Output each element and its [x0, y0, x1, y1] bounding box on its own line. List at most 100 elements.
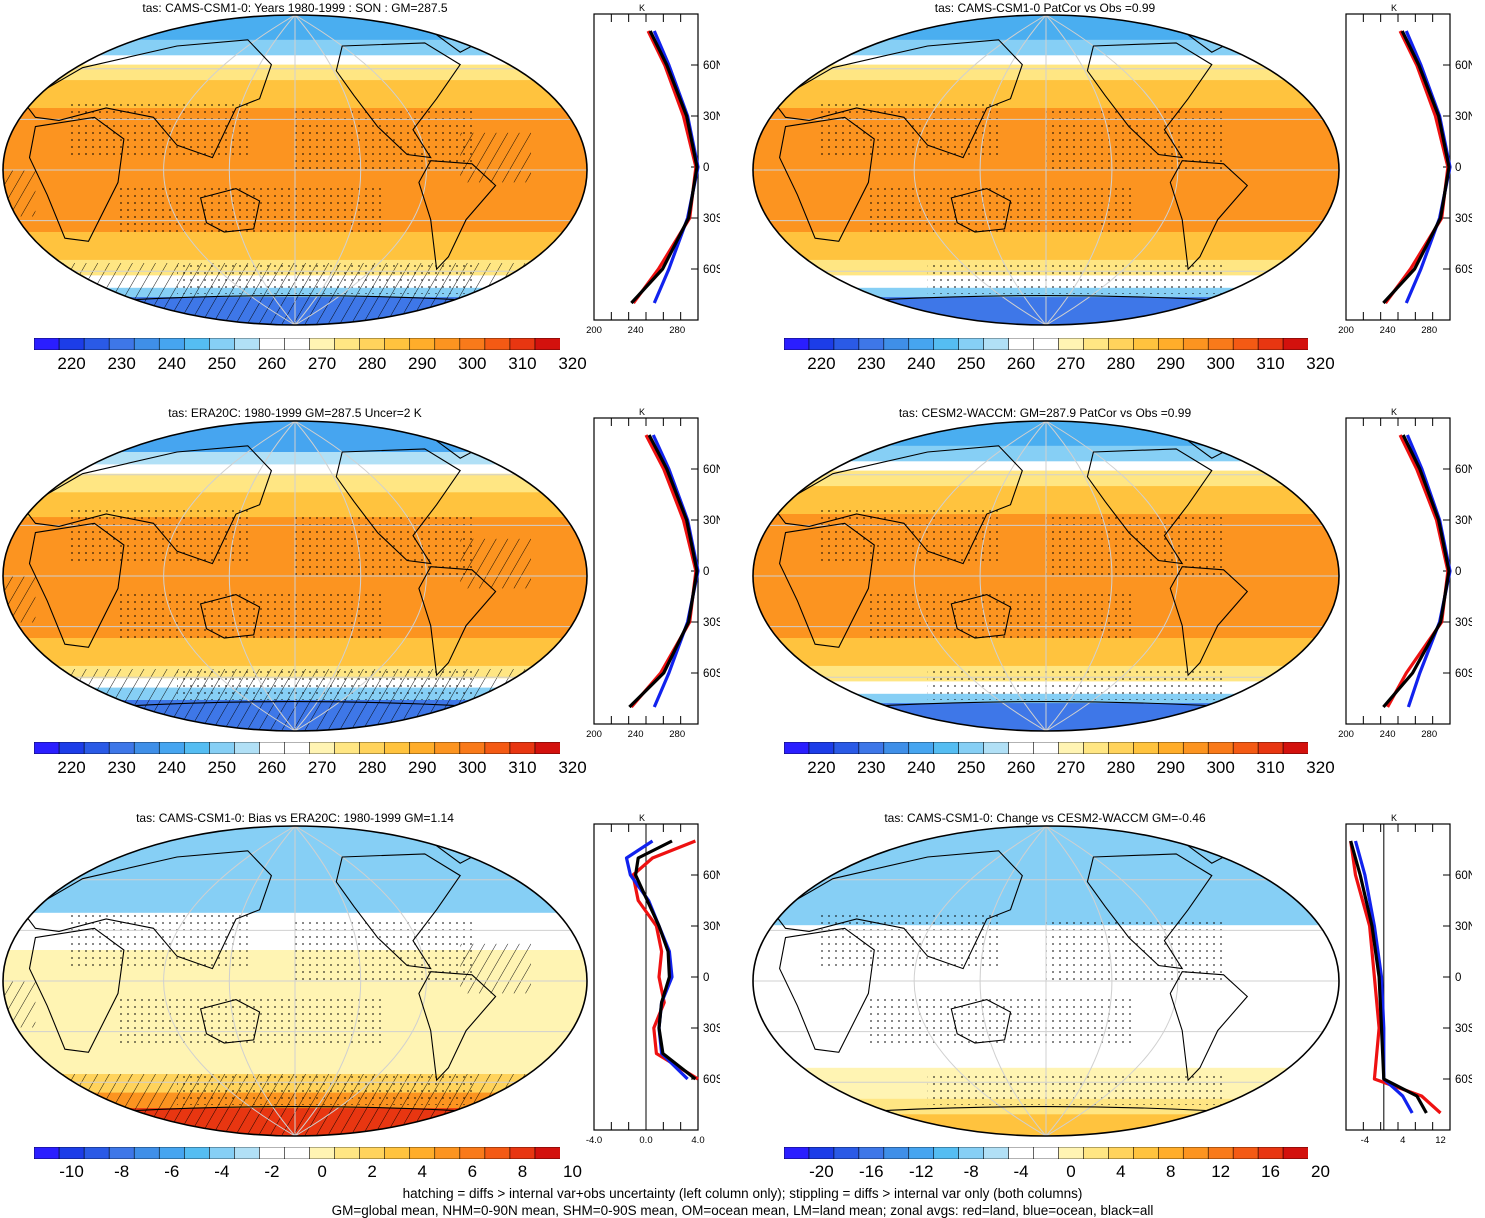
colorbar-cell [183, 742, 210, 754]
colorbar-label: 8 [1166, 1162, 1176, 1181]
colorbar-cell [933, 1147, 960, 1159]
hatching-region [3, 981, 36, 1028]
colorbar [34, 338, 560, 350]
colorbar-label: 240 [157, 354, 186, 373]
colorbar-labels: 220 230 240 250 260 270 280 290 300 310 … [34, 354, 586, 376]
colorbar-cell [183, 1147, 210, 1159]
colorbar-cell [434, 1147, 461, 1159]
coastline [199, 594, 261, 639]
profile-lat-label: 30N [1455, 515, 1472, 527]
colorbar-cell [1282, 1147, 1308, 1159]
stippling-region [927, 263, 1224, 294]
profile-lat-label: 0 [703, 972, 709, 984]
graticule-meridian [1045, 15, 1113, 325]
profile-lat-label: 30N [1455, 111, 1472, 123]
colorbar-cell [1182, 338, 1209, 350]
colorbar-label: 240 [907, 354, 936, 373]
colorbar-cell [1008, 1147, 1035, 1159]
colorbar-label: 250 [956, 758, 986, 777]
colorbar-label: 270 [307, 758, 337, 777]
profile-lat-label: 60S [703, 668, 720, 680]
profile-series-black [1382, 30, 1451, 305]
robinson-map [2, 825, 588, 1137]
panel-title: tas: CAMS-CSM1-0 PatCor vs Obs =0.99 [934, 1, 1156, 15]
panel-title: tas: CAMS-CSM1-0: Change vs CESM2-WACCM … [884, 811, 1206, 825]
colorbar-label: 220 [807, 758, 836, 777]
graticule-meridian [294, 826, 362, 1136]
stippling-region [927, 1074, 1224, 1105]
map-border [752, 420, 1340, 732]
colorbar-cell [434, 742, 461, 754]
colorbar-cell [108, 742, 135, 754]
colorbar-cell [459, 742, 486, 754]
profile-lat-label: 30S [1455, 617, 1472, 629]
colorbar-cell [108, 338, 135, 350]
colorbar-cell [334, 1147, 361, 1159]
colorbar-label: -20 [809, 1162, 834, 1181]
colorbar-label: 230 [107, 758, 136, 777]
colorbar-cell [1182, 742, 1209, 754]
profile-lat-label: 60S [1455, 264, 1472, 276]
colorbar-cell [1058, 742, 1085, 754]
colorbar-cell [409, 338, 436, 350]
colorbar-label: 260 [1006, 354, 1036, 373]
colorbar-cell [1232, 1147, 1259, 1159]
map-border [2, 825, 588, 1137]
colorbar-label: 290 [408, 354, 437, 373]
profile-unit-label: K [1391, 407, 1397, 417]
colorbar-cell [384, 1147, 411, 1159]
map-border [2, 420, 588, 732]
stippling-region [70, 507, 248, 564]
colorbar-cell [459, 338, 486, 350]
colorbar-cell [1058, 338, 1085, 350]
colorbar-cell [1257, 742, 1284, 754]
colorbar [784, 1147, 1308, 1159]
stippling-region [868, 996, 1135, 1043]
profile-x-tick-label: 200 [586, 729, 602, 740]
colorbar-cell [334, 338, 361, 350]
colorbar-label: 310 [508, 758, 537, 777]
colorbar-label: 12 [1211, 1162, 1231, 1181]
zonal-profile: K 200 240 280 60N 30N 0 30S 60S [1338, 3, 1472, 336]
graticule-meridian [913, 826, 1047, 1136]
colorbar-cell [83, 742, 110, 754]
colorbar-cell [158, 338, 185, 350]
colorbar-cell [509, 338, 536, 350]
robinson-map [2, 420, 588, 732]
colorbar-label: 270 [1056, 354, 1086, 373]
colorbar-cell [133, 1147, 160, 1159]
coastline [1086, 448, 1213, 565]
colorbar-cell [384, 338, 411, 350]
colorbar-cell [958, 338, 985, 350]
colorbar-cell [58, 338, 85, 350]
profile-x-tick-label: 280 [669, 729, 685, 740]
map-field [753, 421, 1339, 731]
colorbar-cell [384, 742, 411, 754]
colorbar-cell [133, 742, 160, 754]
zonal-profile: K -4.0 0.0 4.0 60N 30N 0 30S 60S [586, 813, 720, 1146]
stippling-region [295, 919, 472, 981]
profile-lat-label: 30S [1455, 213, 1472, 225]
profile-lat-label: 60S [703, 264, 720, 276]
profile-lat-label: 30N [703, 515, 720, 527]
stippling-region [70, 912, 248, 969]
colorbar-cell [484, 338, 511, 350]
colorbar-label: 230 [857, 354, 886, 373]
profile-series-blue [1353, 840, 1414, 1114]
coastline [335, 42, 461, 159]
graticule-meridian [163, 15, 296, 325]
colorbar-labels: 220 230 240 250 260 270 280 290 300 310 … [34, 758, 586, 780]
coastline [335, 448, 461, 565]
colorbar-labels: -20 -16 -12 -8 -4 0 4 8 12 16 20 [784, 1162, 1330, 1184]
colorbar-label: -16 [859, 1162, 884, 1181]
colorbar-cell [1182, 1147, 1209, 1159]
hatching-region [3, 170, 36, 217]
colorbar-cell [133, 338, 160, 350]
colorbar-cell [484, 742, 511, 754]
profile-frame [1345, 823, 1451, 1131]
colorbar-label: 310 [1256, 758, 1285, 777]
profile-frame [1345, 417, 1451, 725]
profile-x-tick-label: 280 [1421, 325, 1437, 336]
robinson-map [752, 14, 1340, 326]
colorbar-label: 300 [458, 758, 487, 777]
